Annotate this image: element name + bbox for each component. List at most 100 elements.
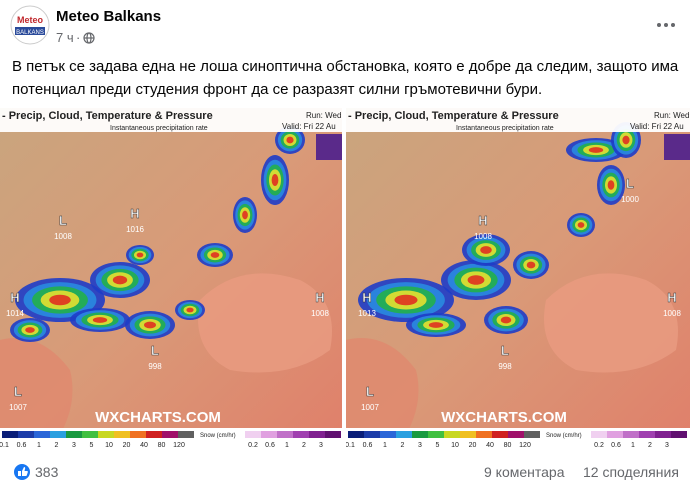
legend-tick: 1 [631,442,635,449]
legend-swatch [364,431,380,438]
post-text: В петък се задава една не лоша синоптичн… [12,58,679,75]
legend-swatch [492,431,508,438]
legend-tick: 1 [37,442,41,449]
precip-cell [588,147,604,153]
share-count[interactable]: 12 споделяния [583,464,679,480]
precip-cell [500,316,512,324]
pressure-value: 1008 [54,232,72,241]
legend-swatch [623,431,639,438]
pressure-type: H [362,290,371,305]
comment-count[interactable]: 9 коментара [484,464,565,480]
legend-tick: 0.6 [363,442,373,449]
legend-tick: 120 [519,442,531,449]
pressure-type: H [315,290,324,305]
pressure-type: H [10,290,19,305]
legend-swatch [293,431,309,438]
legend-swatch [162,431,178,438]
legend-tick: 5 [436,442,440,449]
globe-icon [83,32,95,44]
pressure-type: H [478,213,487,228]
legend-tick: 2 [648,442,652,449]
precip-cell [92,317,108,323]
legend-snow-label: Snow (cm/hr) [200,433,236,439]
legend-swatch [277,431,293,438]
pressure-value: 1000 [621,195,639,204]
legend-tick: 2 [401,442,405,449]
legend-swatch [245,431,261,438]
legend-swatch [50,431,66,438]
legend-tick: 40 [140,442,148,449]
precip-cell [480,246,492,254]
author[interactable]: Meteo Balkans [56,8,161,25]
precip-cell [25,327,35,333]
like-icon[interactable] [14,464,30,480]
legend-swatch [476,431,492,438]
pressure-value: 998 [498,362,512,371]
post-text: потенциал преди студения фронт да се раз… [12,81,542,98]
legend-swatch [66,431,82,438]
pressure-value: 998 [148,362,162,371]
legend-tick: 1 [383,442,387,449]
legend-tick: 20 [123,442,131,449]
legend-swatch [325,431,341,438]
pressure-type: L [59,213,67,228]
legend-swatch [508,431,524,438]
legend-tick: 0.2 [248,442,258,449]
legend-tick: 3 [418,442,422,449]
legend-swatch [82,431,98,438]
legend-snow-label: Snow (cm/hr) [546,433,582,439]
reaction-count[interactable]: 383 [35,464,59,480]
legend-swatch [18,431,34,438]
legend-swatch [524,431,540,438]
pressure-type: L [366,384,374,399]
legend-tick: 0.6 [611,442,621,449]
sea [346,338,419,450]
precip-cell [467,275,485,285]
pressure-value: 1016 [126,225,144,234]
legend-tick: 0.2 [594,442,604,449]
sea [0,338,73,450]
precip-cell [49,294,71,306]
precip-cell [428,322,444,328]
legend-swatch [460,431,476,438]
legend-swatch [309,431,325,438]
legend-tick: 0.1 [0,442,9,449]
legend-swatch [639,431,655,438]
precip-cell [286,136,294,144]
pressure-value: 1014 [6,309,24,318]
pressure-type: L [626,176,634,191]
pressure-type: L [14,384,22,399]
legend-tick: 1 [285,442,289,449]
weather-map: - Precip, Cloud, Temperature & Pressure I… [345,108,690,450]
logo-text: Meteo [17,15,44,25]
map-title: - Precip, Cloud, Temperature & Pressure [348,110,559,122]
legend-tick: 20 [469,442,477,449]
legend-tick: 0.6 [17,442,27,449]
legend-swatch [396,431,412,438]
precip-cell [577,222,585,228]
legend-tick: 2 [302,442,306,449]
map-subtitle: Instantaneous precipitation rate [456,125,554,132]
map-run: Run: Wed [306,111,341,120]
timestamp[interactable]: 7 ч [56,30,74,45]
map-title: - Precip, Cloud, Temperature & Pressure [2,110,213,122]
legend-tick: 10 [105,442,113,449]
map-valid: Valid: Fri 22 Au [630,122,684,131]
precip-cell [526,261,536,269]
map-subtitle: Instantaneous precipitation rate [110,125,208,132]
legend-tick: 3 [665,442,669,449]
avatar[interactable]: Meteo BALKANS [10,5,50,45]
pressure-value: 1008 [663,309,681,318]
watermark: WXCHARTS.COM [441,409,567,426]
legend-tick: 3 [319,442,323,449]
legend-swatch [34,431,50,438]
more-button[interactable] [657,23,675,27]
legend-swatch [146,431,162,438]
precip-cell [622,135,630,145]
legend-tick: 2 [55,442,59,449]
legend-tick: 10 [451,442,459,449]
legend-tick: 80 [158,442,166,449]
watermark: WXCHARTS.COM [95,409,221,426]
legend-tick: 0.1 [345,442,355,449]
legend-tick: 120 [173,442,185,449]
